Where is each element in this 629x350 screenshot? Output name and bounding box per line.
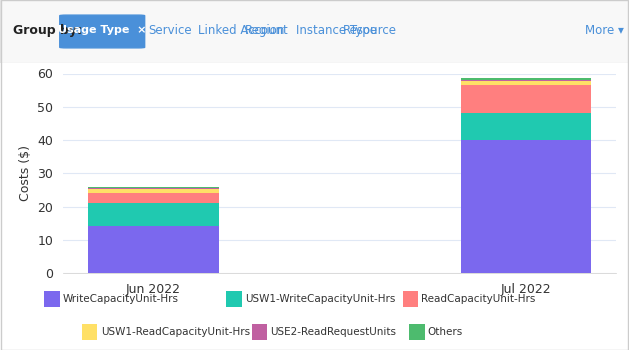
- Bar: [88, 188, 218, 189]
- Bar: [461, 81, 591, 85]
- Bar: [461, 78, 591, 80]
- Bar: [88, 226, 218, 273]
- Bar: [409, 324, 425, 340]
- Text: Group by:: Group by:: [13, 24, 82, 37]
- Bar: [461, 80, 591, 81]
- Bar: [461, 140, 591, 273]
- Bar: [82, 324, 97, 340]
- Text: Service: Service: [148, 24, 191, 37]
- FancyBboxPatch shape: [0, 0, 629, 63]
- Text: USW1-WriteCapacityUnit-Hrs: USW1-WriteCapacityUnit-Hrs: [245, 294, 396, 304]
- Text: Others: Others: [428, 327, 463, 337]
- Bar: [88, 187, 218, 188]
- Text: Resource: Resource: [343, 24, 397, 37]
- Bar: [88, 203, 218, 226]
- Text: Region: Region: [245, 24, 286, 37]
- FancyBboxPatch shape: [60, 15, 145, 48]
- Text: Instance Type: Instance Type: [296, 24, 377, 37]
- Text: Linked Account: Linked Account: [198, 24, 288, 37]
- Text: USE2-ReadRequestUnits: USE2-ReadRequestUnits: [270, 327, 396, 337]
- Y-axis label: Costs ($): Costs ($): [19, 145, 31, 201]
- Text: ReadCapacityUnit-Hrs: ReadCapacityUnit-Hrs: [421, 294, 536, 304]
- Text: Usage Type  ×: Usage Type ×: [58, 25, 147, 35]
- Bar: [88, 193, 218, 203]
- Text: USW1-ReadCapacityUnit-Hrs: USW1-ReadCapacityUnit-Hrs: [101, 327, 250, 337]
- Text: More ▾: More ▾: [585, 24, 624, 37]
- Text: WriteCapacityUnit-Hrs: WriteCapacityUnit-Hrs: [63, 294, 179, 304]
- Bar: [252, 324, 267, 340]
- Bar: [403, 291, 418, 307]
- Bar: [88, 189, 218, 193]
- Bar: [44, 291, 60, 307]
- Bar: [461, 113, 591, 140]
- Bar: [461, 85, 591, 113]
- Bar: [226, 291, 242, 307]
